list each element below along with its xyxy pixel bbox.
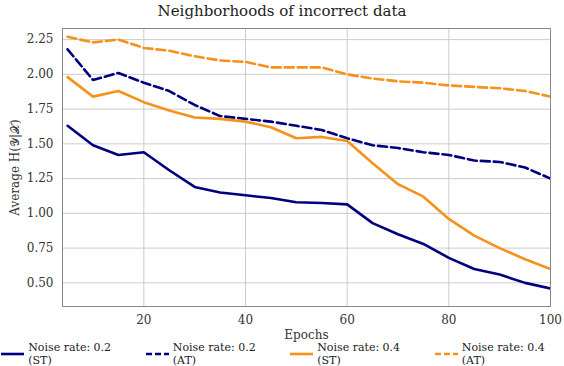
html-text:Noise rate: 0.4 (ST): Noise rate: 0.4 (ST) xyxy=(317,341,401,366)
html-text:Noise rate: 0.4 (AT): Noise rate: 0.4 (AT) xyxy=(461,341,545,366)
svg-text:1.50: 1.50 xyxy=(27,137,54,151)
svg-text:2.25: 2.25 xyxy=(27,32,54,46)
svg-text:1.75: 1.75 xyxy=(27,102,54,116)
svg-text:100: 100 xyxy=(539,313,562,327)
svg-text:20: 20 xyxy=(136,313,151,327)
svg-text:60: 60 xyxy=(340,313,355,327)
svg-text:2.00: 2.00 xyxy=(27,67,54,81)
svg-text:40: 40 xyxy=(238,313,253,327)
svg-text:Average H(𝒴|𝒳): Average H(𝒴|𝒳) xyxy=(8,119,22,216)
html-text:Noise rate: 0.2 (AT): Noise rate: 0.2 (AT) xyxy=(172,341,256,366)
html-text:Neighborhoods of incorrect dat: Neighborhoods of incorrect data xyxy=(157,2,407,20)
svg-text:1.25: 1.25 xyxy=(27,171,54,185)
svg-text:0.50: 0.50 xyxy=(27,276,54,290)
html-text:Noise rate: 0.2 (ST): Noise rate: 0.2 (ST) xyxy=(28,341,112,366)
svg-text:80: 80 xyxy=(441,313,456,327)
svg-text:Epochs: Epochs xyxy=(284,328,328,342)
svg-text:1.00: 1.00 xyxy=(27,206,54,220)
svg-text:0.75: 0.75 xyxy=(27,241,54,255)
